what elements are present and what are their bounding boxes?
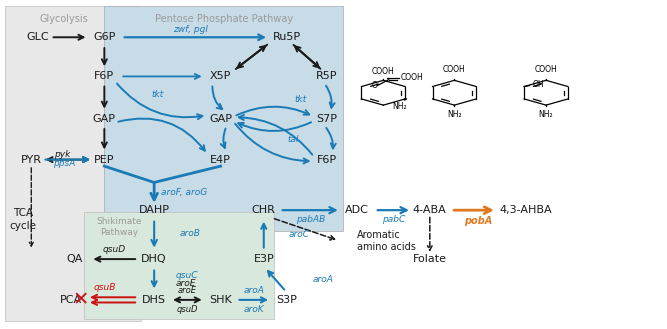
Text: aroA: aroA [312, 275, 333, 284]
Text: Pentose Phosphate Pathway: Pentose Phosphate Pathway [155, 14, 293, 24]
Text: COOH: COOH [535, 65, 558, 74]
Text: ADC: ADC [345, 205, 369, 215]
Text: aroK: aroK [243, 305, 264, 314]
Text: cycle: cycle [9, 221, 36, 232]
Text: DHQ: DHQ [141, 254, 167, 264]
Text: E3P: E3P [253, 254, 274, 264]
Text: 4-ABA: 4-ABA [413, 205, 447, 215]
Text: Aromatic
amino acids: Aromatic amino acids [357, 230, 416, 252]
Text: qsuD: qsuD [177, 305, 198, 314]
Text: PYR: PYR [21, 155, 42, 164]
Text: aroC: aroC [289, 230, 310, 239]
Text: R5P: R5P [316, 71, 338, 81]
Text: TCA: TCA [13, 209, 33, 218]
Text: OH: OH [532, 80, 544, 89]
Text: F6P: F6P [317, 155, 337, 164]
Text: pyk: pyk [54, 150, 71, 159]
Text: NH₂: NH₂ [539, 110, 554, 119]
Text: COOH: COOH [372, 67, 395, 76]
Text: Shikimate
Pathway: Shikimate Pathway [97, 217, 142, 237]
Text: aroE: aroE [178, 286, 197, 295]
Text: aroB: aroB [179, 229, 200, 238]
Text: 4,3-AHBA: 4,3-AHBA [500, 205, 552, 215]
Text: qsuB: qsuB [93, 283, 115, 292]
Text: DHS: DHS [142, 295, 166, 305]
Text: GAP: GAP [93, 114, 116, 124]
Text: COOH: COOH [443, 65, 466, 74]
Text: tal: tal [288, 135, 299, 143]
Text: F6P: F6P [94, 71, 115, 81]
Text: qsuC: qsuC [175, 271, 198, 280]
Text: GLC: GLC [27, 32, 49, 42]
Text: DAHP: DAHP [139, 205, 169, 215]
Text: G6P: G6P [93, 32, 115, 42]
Text: pabAB: pabAB [295, 215, 325, 224]
Text: qsuD: qsuD [103, 245, 126, 254]
Text: PCA: PCA [60, 295, 82, 305]
Text: NH₂: NH₂ [393, 102, 407, 111]
Text: X5P: X5P [210, 71, 231, 81]
Text: PEP: PEP [94, 155, 115, 164]
FancyBboxPatch shape [5, 6, 141, 321]
Text: pobA: pobA [464, 215, 492, 226]
Text: CHR: CHR [252, 205, 275, 215]
Text: O: O [372, 81, 378, 90]
Text: tkt: tkt [294, 95, 306, 104]
Text: ppsA: ppsA [53, 159, 75, 168]
Text: NH₂: NH₂ [447, 110, 462, 119]
Text: ✕: ✕ [73, 290, 89, 309]
Text: SHK: SHK [209, 295, 232, 305]
Text: S3P: S3P [277, 295, 297, 305]
FancyBboxPatch shape [85, 212, 273, 319]
FancyBboxPatch shape [104, 6, 344, 231]
Text: E4P: E4P [210, 155, 231, 164]
Text: tkt: tkt [151, 90, 163, 99]
Text: zwf, pgl: zwf, pgl [173, 25, 208, 34]
Text: Glycolysis: Glycolysis [40, 14, 89, 24]
Text: aroA: aroA [243, 286, 264, 295]
Text: COOH: COOH [401, 73, 424, 82]
Text: Folate: Folate [413, 254, 447, 264]
Text: QA: QA [66, 254, 83, 264]
Text: aroE: aroE [175, 279, 196, 288]
Text: Ru5P: Ru5P [273, 32, 301, 42]
Text: aroF, aroG: aroF, aroG [161, 188, 207, 197]
Text: S7P: S7P [316, 114, 338, 124]
Text: pabC: pabC [382, 215, 405, 224]
Text: GAP: GAP [209, 114, 232, 124]
